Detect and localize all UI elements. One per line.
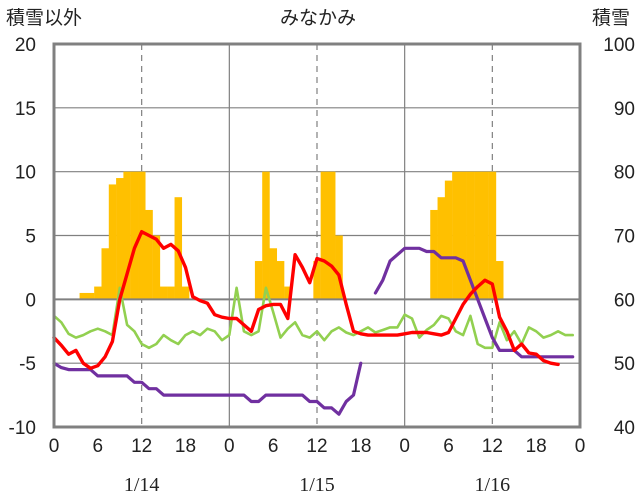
hour-tick-label: 0 <box>575 436 586 457</box>
precip-bar <box>108 184 117 300</box>
hour-tick-label: 12 <box>306 436 327 457</box>
plot-frame <box>52 42 582 429</box>
precip-bar <box>269 248 278 300</box>
precip-bar <box>276 261 285 300</box>
precip-bar <box>488 171 497 300</box>
hour-tick-label: 18 <box>175 436 196 457</box>
precip-bar <box>284 286 292 300</box>
precip-bar <box>430 209 438 300</box>
precip-bar <box>452 171 460 300</box>
right-axis-title: 積雪 <box>592 7 630 29</box>
precip-bar <box>466 171 475 300</box>
hour-tick-label: 6 <box>268 436 279 457</box>
left-tick-label: 0 <box>25 290 36 311</box>
precip-bar <box>262 171 270 300</box>
precip-bar <box>123 171 131 300</box>
precip-bars <box>79 171 504 300</box>
date-labels: 1/14 1/15 1/16 <box>124 474 510 496</box>
precip-bar <box>254 261 263 300</box>
left-tick-label: 10 <box>15 163 36 184</box>
right-tick-label: 90 <box>614 99 635 120</box>
hour-tick-label: 12 <box>131 436 152 457</box>
left-tick-label: 5 <box>25 227 36 248</box>
left-tick-label: 15 <box>15 99 36 120</box>
hour-axis-ticks: 0 6 12 18 0 6 12 18 0 6 12 18 0 <box>49 436 586 457</box>
right-tick-label: 100 <box>603 35 635 56</box>
left-axis-title: 積雪以外 <box>6 7 82 29</box>
precip-bar <box>320 171 329 300</box>
precip-bar <box>437 197 446 300</box>
chart-title: みなかみ <box>280 8 356 29</box>
hour-tick-label: 12 <box>482 436 503 457</box>
date-label: 1/16 <box>475 474 511 496</box>
temperature-line <box>52 230 560 370</box>
precip-bar <box>327 171 336 300</box>
left-tick-label: -5 <box>19 354 36 375</box>
precip-bar <box>459 171 467 300</box>
hour-tick-label: 0 <box>49 436 60 457</box>
hour-tick-label: 18 <box>526 436 547 457</box>
precip-bar <box>444 180 453 300</box>
precip-bar <box>474 171 482 300</box>
left-tick-label: -10 <box>9 418 36 439</box>
precip-bar <box>94 286 102 300</box>
precip-bar <box>79 292 88 300</box>
precip-bar <box>159 286 168 300</box>
left-tick-label: 20 <box>15 35 36 56</box>
series-lines <box>52 230 575 416</box>
hour-tick-label: 0 <box>224 436 235 457</box>
precip-bar <box>101 248 109 300</box>
precip-bar <box>174 197 183 300</box>
precip-bar <box>495 261 504 300</box>
precip-bar <box>116 178 124 300</box>
date-label: 1/14 <box>124 474 160 496</box>
precip-bar <box>181 286 190 300</box>
hour-tick-label: 6 <box>443 436 454 457</box>
right-axis-ticks: 100 90 80 70 60 50 40 <box>603 35 635 439</box>
precip-bar <box>167 286 175 300</box>
precip-bar <box>86 292 95 300</box>
precip-bar <box>335 235 343 300</box>
precip-bar <box>481 171 489 300</box>
right-tick-label: 70 <box>614 227 635 248</box>
precip-bar <box>152 235 161 300</box>
left-axis-ticks: 20 15 10 5 0 -5 -10 <box>9 35 36 439</box>
hour-tick-label: 6 <box>93 436 104 457</box>
precip-bar <box>313 261 321 300</box>
right-tick-label: 80 <box>614 163 635 184</box>
right-tick-label: 60 <box>614 290 635 311</box>
precip-bar <box>130 171 139 300</box>
right-tick-label: 40 <box>614 418 635 439</box>
hour-tick-label: 18 <box>350 436 371 457</box>
hour-tick-label: 0 <box>399 436 410 457</box>
right-tick-label: 50 <box>614 354 635 375</box>
date-label: 1/15 <box>299 474 335 496</box>
precip-bar <box>145 209 153 300</box>
wind-line <box>52 286 574 350</box>
